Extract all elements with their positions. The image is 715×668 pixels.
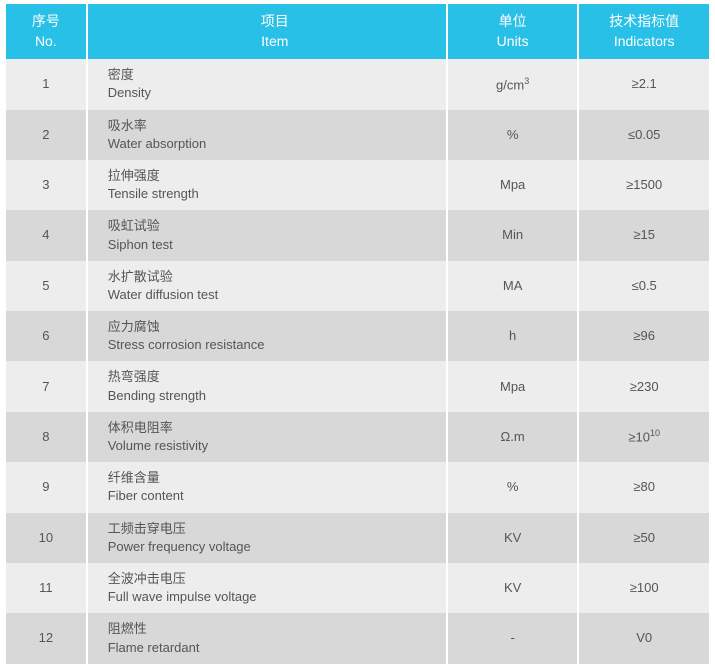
cell-indicator: ≥1500 [579, 160, 709, 210]
item-en: Water diffusion test [108, 286, 436, 304]
table-row: 7热弯强度Bending strengthMpa≥230 [6, 361, 709, 411]
item-en: Bending strength [108, 387, 436, 405]
table-row: 2吸水率Water absorption%≤0.05 [6, 110, 709, 160]
item-en: Fiber content [108, 487, 436, 505]
cell-no: 4 [6, 210, 86, 260]
cell-units: Min [448, 210, 577, 260]
table-row: 11全波冲击电压Full wave impulse voltageKV≥100 [6, 563, 709, 613]
item-cn: 吸水率 [108, 117, 436, 135]
cell-item: 纤维含量Fiber content [88, 462, 446, 512]
cell-indicator: ≥1010 [579, 412, 709, 462]
cell-item: 工频击穿电压Power frequency voltage [88, 513, 446, 563]
table-row: 3拉伸强度Tensile strengthMpa≥1500 [6, 160, 709, 210]
cell-indicator: ≥15 [579, 210, 709, 260]
cell-units: % [448, 462, 577, 512]
cell-units: KV [448, 563, 577, 613]
cell-no: 12 [6, 613, 86, 663]
cell-no: 8 [6, 412, 86, 462]
cell-item: 阻燃性Flame retardant [88, 613, 446, 663]
cell-no: 9 [6, 462, 86, 512]
cell-item: 全波冲击电压Full wave impulse voltage [88, 563, 446, 613]
header-indicators: 技术指标值 Indicators [579, 4, 709, 59]
header-units-cn: 单位 [499, 13, 527, 29]
item-en: Water absorption [108, 135, 436, 153]
table-row: 9纤维含量Fiber content%≥80 [6, 462, 709, 512]
cell-no: 10 [6, 513, 86, 563]
table-row: 8体积电阻率Volume resistivityΩ.m≥1010 [6, 412, 709, 462]
item-en: Siphon test [108, 236, 436, 254]
cell-units: - [448, 613, 577, 663]
item-en: Flame retardant [108, 639, 436, 657]
cell-indicator: ≥96 [579, 311, 709, 361]
header-no: 序号 No. [6, 4, 86, 59]
table-row: 6应力腐蚀Stress corrosion resistanceh≥96 [6, 311, 709, 361]
header-no-cn: 序号 [32, 13, 60, 29]
header-units-en: Units [497, 33, 529, 49]
header-ind-cn: 技术指标值 [609, 13, 679, 29]
cell-item: 水扩散试验Water diffusion test [88, 261, 446, 311]
table-row: 4吸虹试验Siphon testMin≥15 [6, 210, 709, 260]
cell-item: 密度Density [88, 59, 446, 109]
item-en: Volume resistivity [108, 437, 436, 455]
item-cn: 热弯强度 [108, 368, 436, 386]
item-en: Density [108, 84, 436, 102]
item-cn: 纤维含量 [108, 469, 436, 487]
cell-item: 热弯强度Bending strength [88, 361, 446, 411]
cell-indicator: ≥50 [579, 513, 709, 563]
cell-indicator: ≥80 [579, 462, 709, 512]
item-en: Power frequency voltage [108, 538, 436, 556]
table-header-row: 序号 No. 项目 Item 单位 Units 技术指标值 Indicators [6, 4, 709, 59]
cell-item: 拉伸强度Tensile strength [88, 160, 446, 210]
cell-no: 6 [6, 311, 86, 361]
spec-table: 序号 No. 项目 Item 单位 Units 技术指标值 Indicators… [4, 4, 711, 664]
cell-units: KV [448, 513, 577, 563]
header-units: 单位 Units [448, 4, 577, 59]
table-row: 5水扩散试验Water diffusion testMA≤0.5 [6, 261, 709, 311]
item-cn: 工频击穿电压 [108, 520, 436, 538]
cell-units: g/cm3 [448, 59, 577, 109]
cell-indicator: ≥2.1 [579, 59, 709, 109]
cell-item: 吸虹试验Siphon test [88, 210, 446, 260]
table-row: 1密度Densityg/cm3≥2.1 [6, 59, 709, 109]
cell-units: MA [448, 261, 577, 311]
cell-no: 3 [6, 160, 86, 210]
item-en: Tensile strength [108, 185, 436, 203]
cell-no: 1 [6, 59, 86, 109]
cell-indicator: ≤0.5 [579, 261, 709, 311]
cell-item: 体积电阻率Volume resistivity [88, 412, 446, 462]
item-cn: 全波冲击电压 [108, 570, 436, 588]
cell-units: % [448, 110, 577, 160]
cell-indicator: ≤0.05 [579, 110, 709, 160]
cell-units: Mpa [448, 361, 577, 411]
header-item-en: Item [261, 33, 288, 49]
header-item-cn: 项目 [261, 13, 289, 29]
cell-no: 5 [6, 261, 86, 311]
cell-no: 7 [6, 361, 86, 411]
item-cn: 体积电阻率 [108, 419, 436, 437]
item-cn: 水扩散试验 [108, 268, 436, 286]
item-cn: 阻燃性 [108, 620, 436, 638]
header-item: 项目 Item [88, 4, 446, 59]
cell-no: 2 [6, 110, 86, 160]
cell-indicator: ≥230 [579, 361, 709, 411]
cell-units: h [448, 311, 577, 361]
header-no-en: No. [35, 33, 57, 49]
table-row: 10工频击穿电压Power frequency voltageKV≥50 [6, 513, 709, 563]
cell-units: Ω.m [448, 412, 577, 462]
item-cn: 吸虹试验 [108, 217, 436, 235]
cell-item: 应力腐蚀Stress corrosion resistance [88, 311, 446, 361]
header-ind-en: Indicators [614, 33, 675, 49]
cell-item: 吸水率Water absorption [88, 110, 446, 160]
item-cn: 拉伸强度 [108, 167, 436, 185]
cell-indicator: V0 [579, 613, 709, 663]
item-en: Stress corrosion resistance [108, 336, 436, 354]
table-row: 12阻燃性Flame retardant-V0 [6, 613, 709, 663]
cell-indicator: ≥100 [579, 563, 709, 613]
item-cn: 应力腐蚀 [108, 318, 436, 336]
item-cn: 密度 [108, 66, 436, 84]
cell-no: 11 [6, 563, 86, 613]
cell-units: Mpa [448, 160, 577, 210]
item-en: Full wave impulse voltage [108, 588, 436, 606]
